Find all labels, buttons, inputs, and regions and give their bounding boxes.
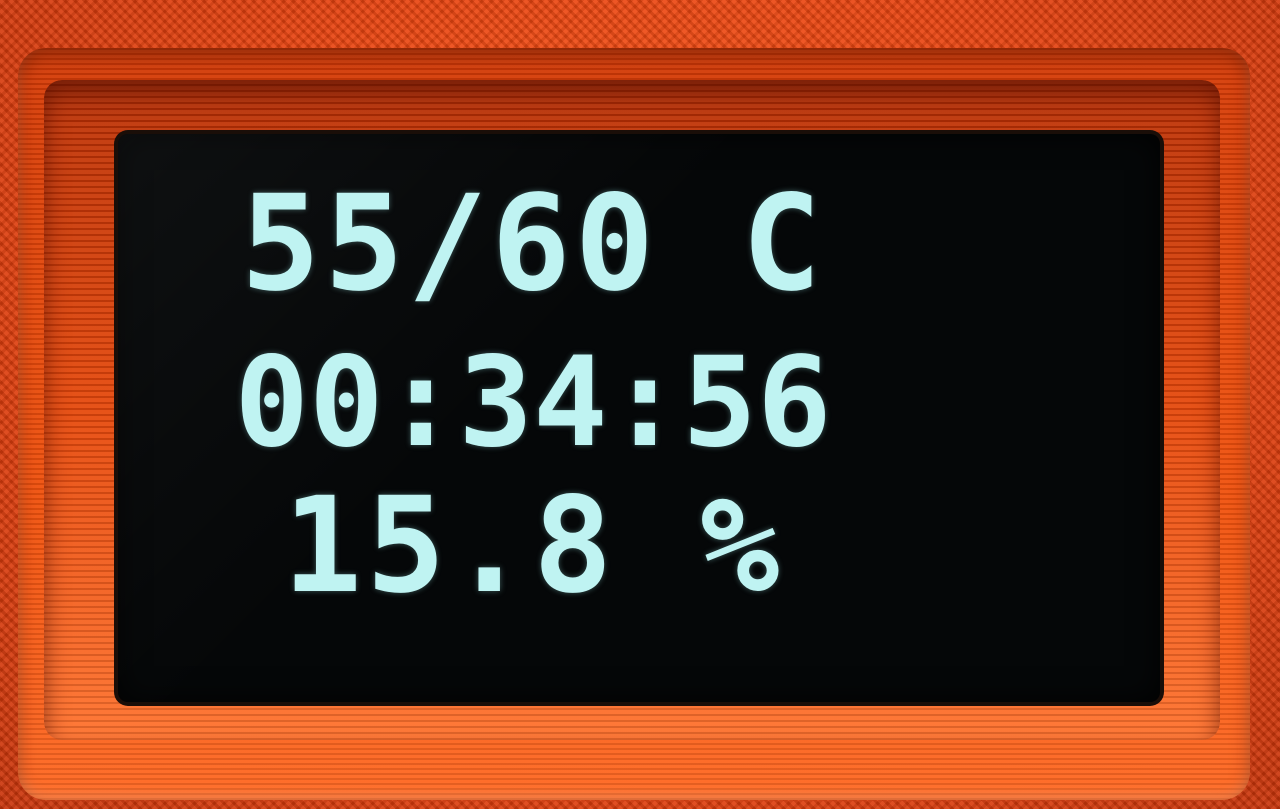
percent-readout: 15.8 % [282,469,784,623]
screen-glass [118,134,1160,702]
oled-screen [118,134,1160,702]
timer-readout: 00:34:56 [234,331,832,475]
temperature-readout: 55/60 C [240,167,826,321]
